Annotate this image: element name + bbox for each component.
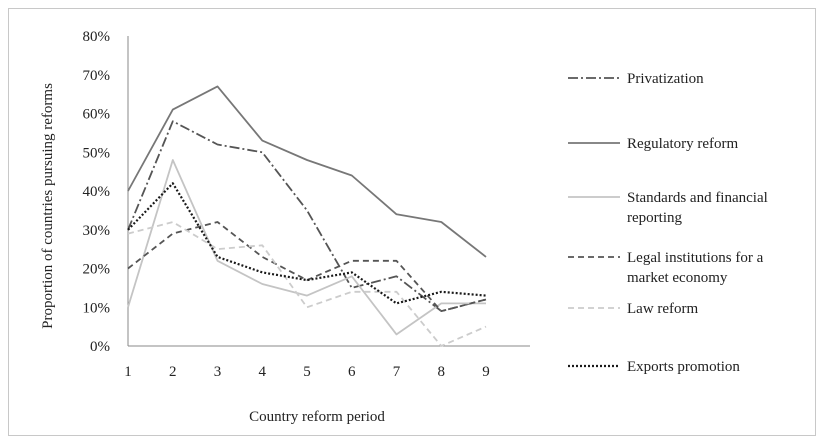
y-tick-label: 70% (83, 68, 111, 84)
x-tick-label: 1 (124, 364, 132, 380)
legend-label: market economy (627, 270, 728, 286)
y-tick-label: 40% (83, 184, 111, 200)
x-tick-label: 3 (214, 364, 222, 380)
y-tick-label: 80% (83, 29, 111, 45)
series-line-privatization (127, 120, 487, 313)
legend-label: Legal institutions for a (627, 250, 764, 266)
x-tick-labels: 1 2 3 4 5 6 7 8 9 (124, 364, 490, 380)
legend-label: Regulatory reform (627, 136, 739, 152)
y-tick-labels: 0% 10% 20% 30% 40% 50% 60% 70% 80% (83, 29, 111, 355)
series-lines (127, 85, 487, 347)
series-line-exports-promotion (127, 182, 487, 305)
series-line-legal-institutions-for-a-market-economy (127, 221, 487, 313)
x-tick-label: 2 (169, 364, 177, 380)
x-axis-title: Country reform period (249, 409, 385, 425)
legend-label: Standards and financial (627, 190, 768, 206)
series-line-standards-and-financial-reporting (127, 159, 486, 336)
legend-label: Privatization (627, 71, 704, 87)
series-line-regulatory-reform (127, 85, 487, 258)
x-tick-label: 7 (393, 364, 401, 380)
x-tick-label: 5 (303, 364, 311, 380)
legend-label: reporting (627, 210, 682, 226)
x-tick-label: 9 (482, 364, 490, 380)
legend: Privatization Regulatory reform Standards … (568, 71, 768, 375)
chart-frame (8, 8, 816, 436)
legend-label: Exports promotion (627, 359, 740, 375)
legend-label: Law reform (627, 301, 699, 317)
y-tick-label: 20% (83, 262, 111, 278)
series-line-law-reform (127, 221, 487, 347)
y-tick-label: 10% (83, 300, 111, 316)
y-tick-label: 50% (83, 145, 111, 161)
x-tick-label: 8 (438, 364, 446, 380)
x-tick-label: 6 (348, 364, 356, 380)
y-axis-title: Proportion of countries pursuing reforms (40, 83, 56, 329)
y-tick-label: 30% (83, 223, 111, 239)
y-tick-label: 0% (90, 339, 110, 355)
x-tick-label: 4 (259, 364, 267, 380)
y-tick-label: 60% (83, 107, 111, 123)
